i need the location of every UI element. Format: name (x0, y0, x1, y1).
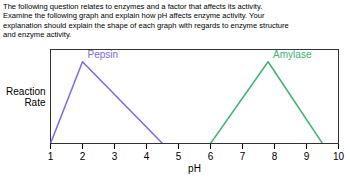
svg-text:8: 8 (272, 151, 278, 162)
svg-text:6: 6 (208, 151, 214, 162)
svg-text:Amylase: Amylase (273, 49, 312, 60)
svg-text:ReactionRate: ReactionRate (6, 85, 46, 107)
svg-text:4: 4 (144, 151, 150, 162)
svg-text:3: 3 (112, 151, 118, 162)
svg-text:9: 9 (304, 151, 310, 162)
svg-text:pH: pH (188, 162, 201, 173)
svg-text:10: 10 (333, 151, 345, 162)
html-text:The following question relates: The following question relates to enzyme… (3, 2, 289, 40)
svg-text:2: 2 (80, 151, 86, 162)
svg-text:Pepsin: Pepsin (88, 49, 119, 60)
svg-text:7: 7 (240, 151, 246, 162)
svg-text:1: 1 (48, 151, 54, 162)
svg-text:5: 5 (176, 151, 182, 162)
